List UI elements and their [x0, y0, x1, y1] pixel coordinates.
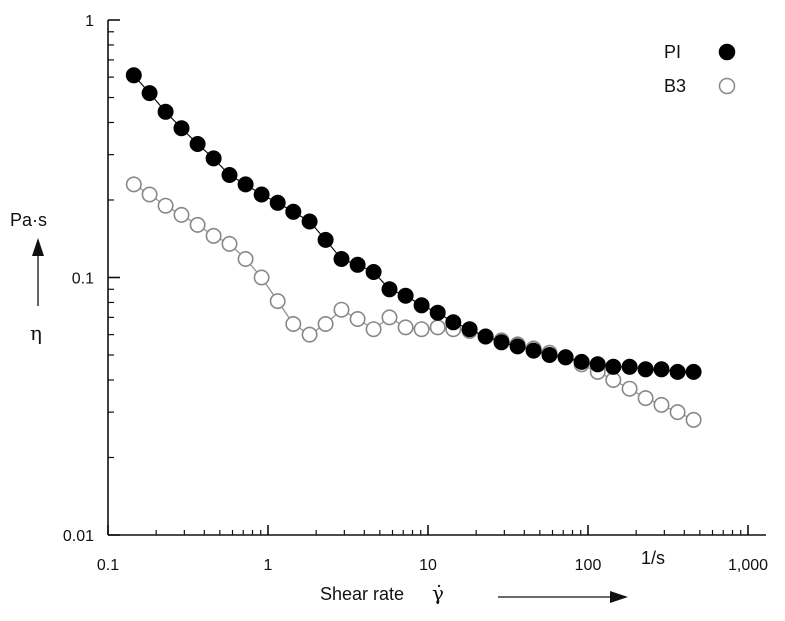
x-tick-label: 0.1 — [97, 557, 119, 574]
data-point-pi — [253, 186, 270, 203]
x-tick-label: 100 — [575, 557, 602, 574]
data-point-pi — [445, 314, 462, 331]
data-point-b3 — [397, 319, 414, 336]
legend: PI B3 — [664, 42, 736, 96]
legend-label-b3: B3 — [664, 76, 686, 96]
x-tick-label: 1,000 — [728, 557, 768, 574]
y-axis-arrow-head — [32, 238, 44, 256]
data-point-pi — [381, 281, 398, 298]
data-point-pi — [653, 361, 670, 378]
data-point-b3 — [349, 310, 366, 327]
data-point-pi — [493, 334, 510, 351]
data-point-pi — [285, 203, 302, 220]
data-point-pi — [477, 328, 494, 345]
data-point-pi — [605, 358, 622, 375]
data-point-b3 — [125, 176, 142, 193]
data-point-pi — [461, 321, 478, 338]
data-point-pi — [301, 213, 318, 230]
data-point-pi — [541, 346, 558, 363]
data-point-b3 — [413, 321, 430, 338]
data-point-b3 — [621, 380, 638, 397]
data-point-pi — [157, 103, 174, 120]
x-tick-label: 10 — [419, 557, 437, 574]
data-point-pi — [397, 287, 414, 304]
data-point-pi — [557, 349, 574, 366]
data-point-pi — [509, 338, 526, 355]
data-point-pi — [221, 167, 238, 184]
series-b3 — [125, 176, 702, 428]
data-point-pi — [349, 256, 366, 273]
data-point-b3 — [285, 315, 302, 332]
legend-label-pi: PI — [664, 42, 681, 62]
data-point-b3 — [333, 301, 350, 318]
data-point-b3 — [381, 309, 398, 326]
y-tick-label: 0.01 — [63, 528, 94, 545]
data-point-b3 — [269, 293, 286, 310]
data-point-pi — [429, 304, 446, 321]
data-point-b3 — [141, 186, 158, 203]
data-point-b3 — [189, 216, 206, 233]
data-point-pi — [141, 85, 158, 102]
data-point-b3 — [605, 371, 622, 388]
series-line-pi — [133, 74, 694, 373]
x-axis-arrow-head — [610, 591, 628, 603]
data-point-pi — [317, 231, 334, 248]
data-point-b3 — [221, 235, 238, 252]
data-point-pi — [573, 353, 590, 370]
data-point-pi — [525, 342, 542, 359]
data-point-b3 — [653, 396, 670, 413]
data-point-b3 — [317, 315, 334, 332]
data-point-b3 — [301, 326, 318, 343]
y-axis-unit: Pa·s — [10, 210, 47, 230]
y-tick-label: 0.1 — [72, 271, 94, 288]
data-point-b3 — [173, 206, 190, 223]
data-point-pi — [189, 136, 206, 153]
data-point-b3 — [429, 319, 446, 336]
data-point-pi — [621, 358, 638, 375]
data-point-pi — [237, 176, 254, 193]
data-point-pi — [173, 120, 190, 137]
y-axis-symbol: η — [30, 321, 42, 345]
series-layer — [125, 67, 702, 428]
legend-marker-pi — [718, 43, 736, 61]
y-tick-label: 1 — [85, 13, 94, 30]
data-point-b3 — [685, 411, 702, 428]
data-point-b3 — [669, 404, 686, 421]
data-point-pi — [205, 150, 222, 167]
data-point-b3 — [253, 269, 270, 286]
data-point-pi — [333, 251, 350, 268]
x-axis-unit: 1/s — [641, 548, 665, 568]
x-tick-label: 1 — [264, 557, 273, 574]
data-point-b3 — [205, 227, 222, 244]
data-point-pi — [685, 363, 702, 380]
data-point-b3 — [365, 321, 382, 338]
data-point-pi — [413, 297, 430, 314]
data-point-b3 — [237, 251, 254, 268]
legend-marker-b3 — [718, 77, 736, 95]
data-point-b3 — [157, 197, 174, 214]
x-axis-label: Shear rate — [320, 584, 404, 604]
x-axis-symbol: γ̇ — [432, 581, 444, 605]
data-point-pi — [637, 361, 654, 378]
data-point-pi — [589, 356, 606, 373]
data-point-b3 — [637, 390, 654, 407]
data-point-pi — [269, 194, 286, 211]
data-point-pi — [125, 67, 142, 84]
data-point-pi — [669, 363, 686, 380]
series-pi — [125, 67, 702, 380]
data-point-pi — [365, 263, 382, 280]
axes — [107, 19, 766, 536]
